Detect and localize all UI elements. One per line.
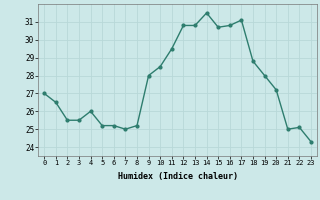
X-axis label: Humidex (Indice chaleur): Humidex (Indice chaleur)	[118, 172, 238, 181]
